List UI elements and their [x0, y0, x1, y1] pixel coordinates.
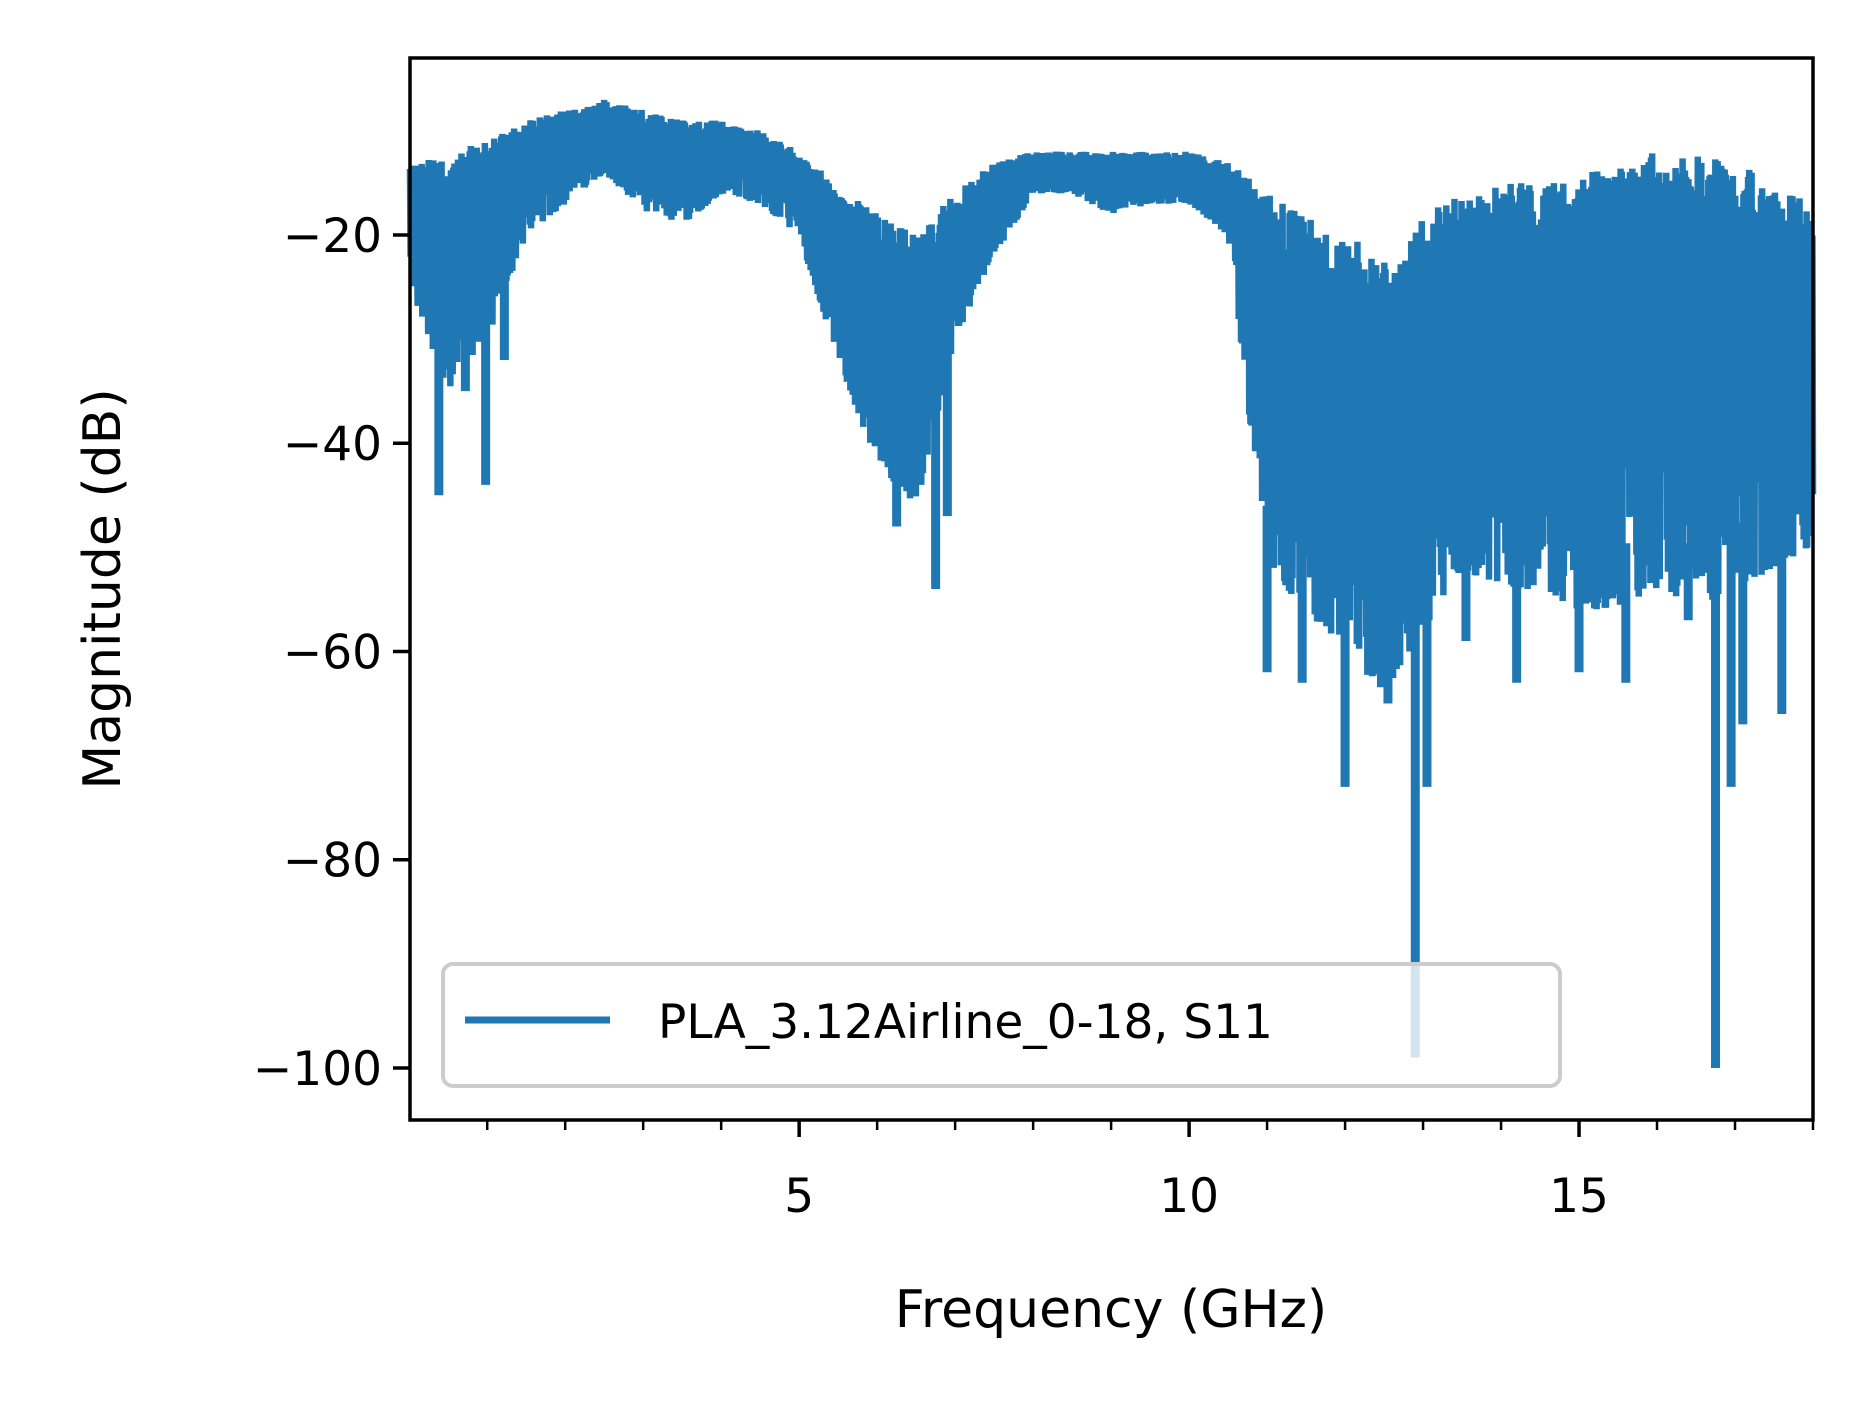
- legend: PLA_3.12Airline_0-18, S11: [441, 962, 1562, 1088]
- y-tick-label: −40: [283, 417, 382, 472]
- series-layer: [406, 99, 1817, 1068]
- y-tick-label: −60: [283, 625, 382, 680]
- series-line: [406, 99, 1817, 688]
- y-tick-label: −80: [283, 834, 382, 889]
- tick-layer: 5 10 15 −20 −40 −60 −80 −100: [253, 209, 1815, 1224]
- x-axis-label: Frequency (GHz): [895, 1280, 1327, 1340]
- x-tick-label: 5: [784, 1169, 814, 1224]
- y-tick-label: −100: [253, 1042, 382, 1097]
- x-tick-label: 10: [1159, 1169, 1219, 1224]
- legend-label: PLA_3.12Airline_0-18, S11: [658, 995, 1273, 1050]
- x-tick-label: 15: [1549, 1169, 1609, 1224]
- y-axis-label: Magnitude (dB): [73, 388, 133, 789]
- legend-frame: [441, 962, 1562, 1088]
- y-tick-label: −20: [283, 209, 382, 264]
